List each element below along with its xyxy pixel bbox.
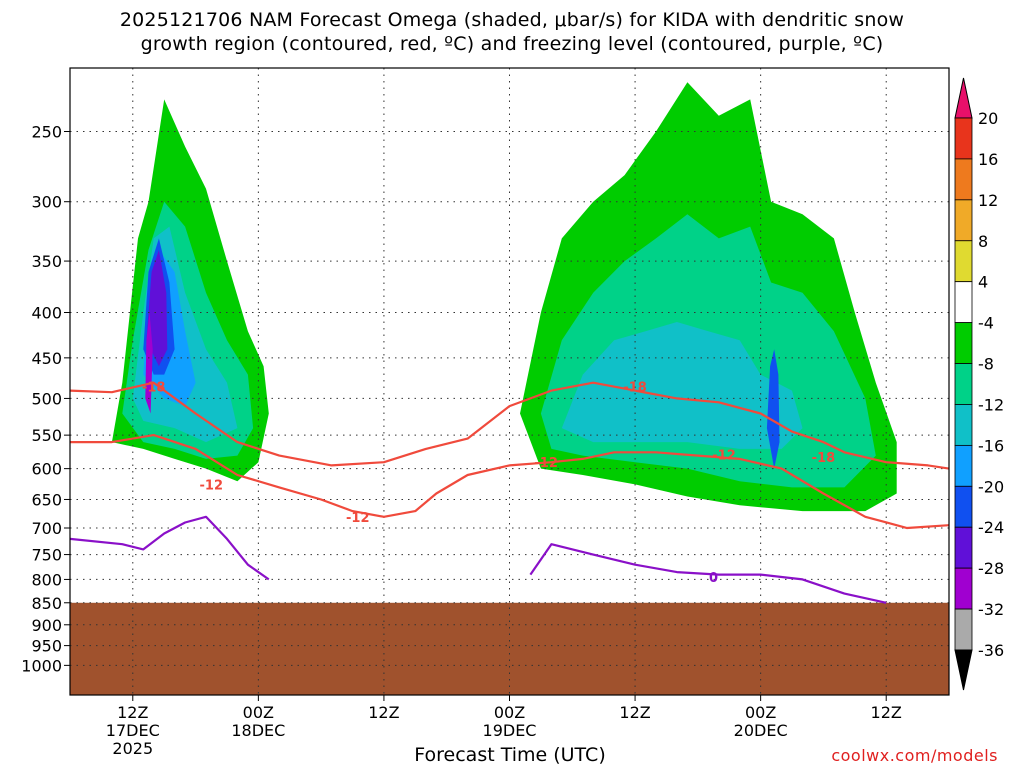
colorbar-label: -12 [978,395,1004,414]
colorbar-segment [954,199,973,242]
contour-label: 0 [709,571,718,586]
colorbar-top-extend [954,77,973,119]
colorbar-label: 12 [978,191,998,210]
colorbar-label: 20 [978,109,998,128]
colorbar-segment [954,526,973,569]
y-tick-label: 500 [31,389,62,408]
colorbar-segment [954,485,973,528]
colorbar-segment [954,608,973,651]
colorbar-label: 4 [978,273,988,292]
colorbar-label: -32 [978,600,1004,619]
terrain-below-ground [70,602,949,695]
credit-text[interactable]: coolwx.com/models [831,746,998,765]
colorbar-segment [954,444,973,487]
colorbar-segment [954,240,973,283]
x-tick-label: 12Z [870,703,902,722]
freezing-contour-0 [70,515,270,581]
x-tick-label: 00Z 19DEC [482,703,537,740]
y-tick-label: 600 [31,460,62,479]
y-tick-label: 350 [31,252,62,271]
dsg-contour-1 [70,434,949,530]
colorbar-label: -4 [978,314,994,333]
colorbar-label: -28 [978,559,1004,578]
x-tick-label: 12Z [368,703,400,722]
y-tick-label: 800 [31,570,62,589]
contour-label: -18 [142,381,166,396]
dsg-contour-0 [70,381,949,470]
colorbar-segment [954,363,973,405]
y-tick-label: 450 [31,349,62,368]
contour-label: -12 [200,478,224,493]
colorbar-segment [954,404,973,446]
chart-title-line-2: growth region (contoured, red, ºC) and f… [140,33,884,55]
x-tick-label: 12Z 17DEC 2025 [105,703,160,758]
y-tick-label: 950 [31,637,62,656]
colorbar-segment [954,281,973,324]
chart-title-line-1: 2025121706 NAM Forecast Omega (shaded, μ… [119,9,905,31]
omega-region-12 [766,349,780,469]
colorbar-label: -20 [978,477,1004,496]
contour-label: -18 [812,451,836,466]
x-tick-label: 12Z [619,703,651,722]
y-tick-label: 850 [31,594,62,613]
colorbar-label: -24 [978,518,1004,537]
y-tick-label: 750 [31,546,62,565]
colorbar-label: -36 [978,641,1004,660]
colorbar-label: 16 [978,150,998,169]
contour-label: -12 [346,511,370,526]
y-tick-label: 550 [31,426,62,445]
x-tick-label: 00Z 20DEC [733,703,788,740]
colorbar-label: -8 [978,355,994,374]
colorbar-label: -16 [978,436,1004,455]
x-axis-label: Forecast Time (UTC) [414,744,606,766]
y-tick-label: 300 [31,193,62,212]
colorbar-bottom-extend [954,649,973,691]
colorbar-segment [954,158,973,201]
x-tick-label: 00Z 18DEC [231,703,286,740]
contour-label: -12 [534,456,558,471]
y-tick-label: 400 [31,303,62,322]
contour-label: -18 [623,381,647,396]
omega-region-11 [561,322,803,449]
y-tick-label: 650 [31,490,62,509]
y-tick-label: 900 [31,616,62,635]
colorbar-segment [954,322,973,364]
freezing-contour-1 [529,543,887,604]
y-tick-label: 700 [31,519,62,538]
contour-label: -12 [712,448,736,463]
colorbar-label: 8 [978,232,988,251]
y-tick-label: 1000 [21,656,62,675]
y-tick-label: 250 [31,122,62,141]
omega-region-7 [145,312,153,414]
colorbar-segment [954,567,973,610]
colorbar-segment [954,117,973,160]
